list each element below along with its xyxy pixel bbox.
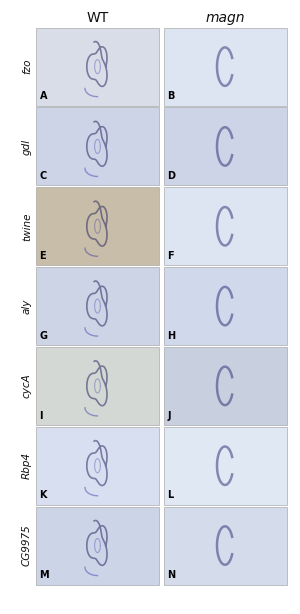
Text: gdl: gdl <box>22 138 32 155</box>
Bar <box>164 187 286 265</box>
Bar <box>36 427 159 505</box>
Text: WT: WT <box>86 12 109 25</box>
Text: M: M <box>40 570 49 580</box>
Bar <box>164 427 286 505</box>
Text: J: J <box>167 411 171 421</box>
Text: twine: twine <box>22 212 32 241</box>
Text: B: B <box>167 91 175 101</box>
Bar <box>36 507 159 585</box>
Bar <box>164 507 286 585</box>
Bar <box>36 267 159 345</box>
Text: aly: aly <box>22 298 32 314</box>
Text: H: H <box>167 331 175 341</box>
Bar <box>36 347 159 425</box>
Bar <box>36 107 159 185</box>
Text: K: K <box>40 491 47 500</box>
Text: CG9975: CG9975 <box>22 525 32 566</box>
Bar <box>36 28 159 106</box>
Text: C: C <box>40 171 47 181</box>
Text: fzo: fzo <box>22 59 32 74</box>
Bar <box>36 187 159 265</box>
Text: A: A <box>40 91 47 101</box>
Bar <box>164 347 286 425</box>
Bar <box>164 267 286 345</box>
Bar <box>164 28 286 106</box>
Text: E: E <box>40 251 46 261</box>
Text: Rbp4: Rbp4 <box>22 452 32 480</box>
Text: magn: magn <box>205 12 245 25</box>
Text: F: F <box>167 251 174 261</box>
Text: L: L <box>167 491 173 500</box>
Text: I: I <box>40 411 43 421</box>
Bar <box>164 107 286 185</box>
Text: N: N <box>167 570 175 580</box>
Text: D: D <box>167 171 175 181</box>
Text: G: G <box>40 331 48 341</box>
Text: cycA: cycA <box>22 373 32 398</box>
